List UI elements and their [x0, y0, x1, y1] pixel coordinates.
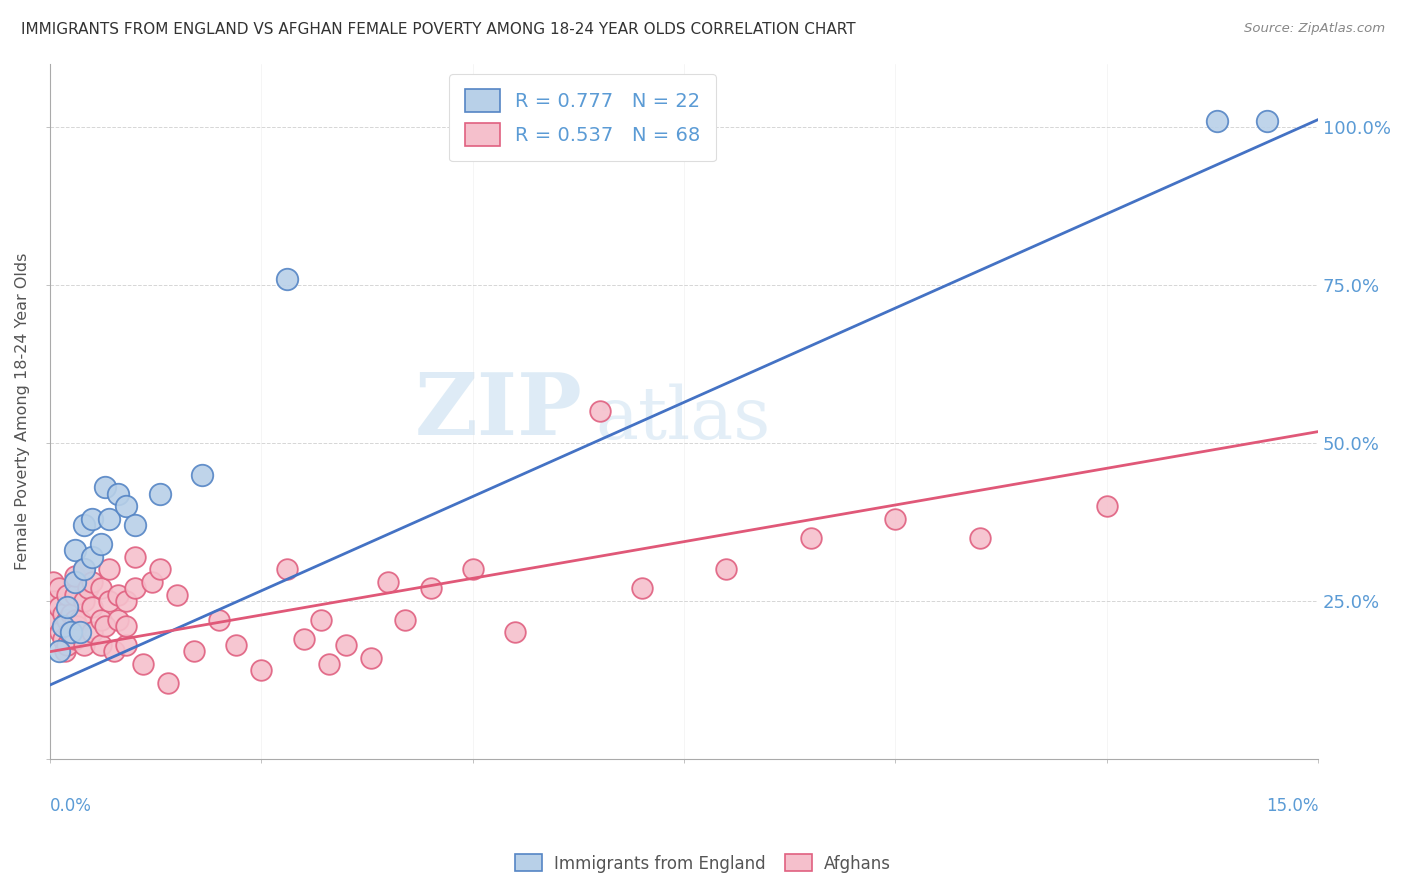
Point	[66, 619, 89, 633]
Legend: Immigrants from England, Afghans: Immigrants from England, Afghans	[509, 847, 897, 880]
Point	[82, 549, 104, 564]
Text: 15.0%: 15.0%	[1265, 797, 1319, 815]
Point	[107, 588, 129, 602]
Point	[56, 588, 79, 602]
Text: IMMIGRANTS FROM ENGLAND VS AFGHAN FEMALE POVERTY AMONG 18-24 YEAR OLDS CORRELATI: IMMIGRANTS FROM ENGLAND VS AFGHAN FEMALE…	[21, 22, 856, 37]
Point	[65, 613, 87, 627]
Point	[318, 657, 340, 671]
Point	[292, 632, 315, 646]
Point	[94, 619, 117, 633]
Text: ZIP: ZIP	[415, 369, 582, 453]
Point	[309, 613, 332, 627]
Point	[377, 574, 399, 589]
Text: atlas: atlas	[595, 383, 770, 454]
Point	[60, 625, 83, 640]
Point	[82, 512, 104, 526]
Point	[276, 562, 298, 576]
Point	[73, 562, 96, 576]
Point	[115, 594, 138, 608]
Point	[48, 600, 70, 615]
Point	[82, 574, 104, 589]
Point	[360, 650, 382, 665]
Point	[73, 518, 96, 533]
Text: Source: ZipAtlas.com: Source: ZipAtlas.com	[1244, 22, 1385, 36]
Point	[461, 562, 484, 576]
Point	[58, 625, 80, 640]
Point	[103, 644, 125, 658]
Point	[65, 568, 87, 582]
Point	[90, 537, 112, 551]
Point	[73, 594, 96, 608]
Point	[588, 404, 610, 418]
Point	[419, 581, 441, 595]
Point	[884, 512, 907, 526]
Point	[56, 638, 79, 652]
Point	[503, 625, 526, 640]
Point	[115, 499, 138, 513]
Point	[98, 562, 121, 576]
Point	[52, 632, 75, 646]
Point	[65, 588, 87, 602]
Point	[149, 562, 172, 576]
Point	[90, 613, 112, 627]
Point	[44, 594, 66, 608]
Point	[969, 531, 991, 545]
Point	[141, 574, 163, 589]
Point	[115, 638, 138, 652]
Point	[69, 625, 91, 640]
Point	[69, 613, 91, 627]
Point	[82, 625, 104, 640]
Point	[1205, 114, 1227, 128]
Point	[49, 625, 72, 640]
Point	[90, 581, 112, 595]
Point	[124, 581, 146, 595]
Point	[335, 638, 357, 652]
Point	[124, 518, 146, 533]
Point	[716, 562, 738, 576]
Y-axis label: Female Poverty Among 18-24 Year Olds: Female Poverty Among 18-24 Year Olds	[15, 252, 30, 570]
Point	[45, 613, 67, 627]
Point	[94, 480, 117, 494]
Point	[132, 657, 155, 671]
Point	[115, 619, 138, 633]
Point	[73, 562, 96, 576]
Point	[157, 676, 180, 690]
Point	[56, 600, 79, 615]
Point	[73, 638, 96, 652]
Point	[48, 581, 70, 595]
Point	[191, 467, 214, 482]
Point	[48, 644, 70, 658]
Point	[107, 613, 129, 627]
Point	[107, 486, 129, 500]
Point	[800, 531, 823, 545]
Point	[65, 632, 87, 646]
Point	[53, 644, 76, 658]
Legend: R = 0.777   N = 22, R = 0.537   N = 68: R = 0.777 N = 22, R = 0.537 N = 68	[450, 74, 716, 161]
Point	[166, 588, 188, 602]
Point	[250, 664, 273, 678]
Point	[1095, 499, 1118, 513]
Point	[98, 594, 121, 608]
Point	[52, 619, 75, 633]
Point	[82, 600, 104, 615]
Point	[631, 581, 654, 595]
Point	[124, 549, 146, 564]
Point	[98, 512, 121, 526]
Point	[208, 613, 231, 627]
Point	[225, 638, 247, 652]
Text: 0.0%: 0.0%	[51, 797, 91, 815]
Point	[41, 574, 63, 589]
Point	[1256, 114, 1278, 128]
Point	[90, 638, 112, 652]
Point	[394, 613, 416, 627]
Point	[276, 272, 298, 286]
Point	[60, 607, 83, 621]
Point	[65, 543, 87, 558]
Point	[56, 613, 79, 627]
Point	[52, 607, 75, 621]
Point	[77, 581, 100, 595]
Point	[183, 644, 205, 658]
Point	[65, 574, 87, 589]
Point	[149, 486, 172, 500]
